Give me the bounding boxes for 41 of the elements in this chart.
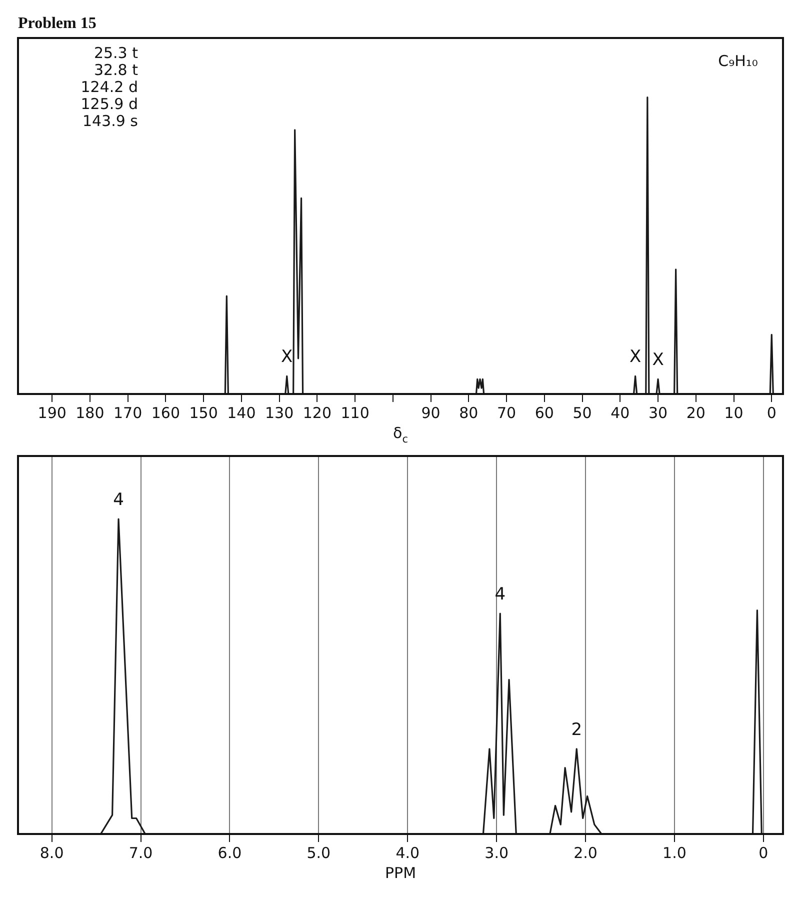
x-tick-label: 190 — [38, 404, 66, 422]
x-tick-label: 0 — [766, 404, 776, 422]
x-tick-label: 6.0 — [218, 844, 242, 862]
x-tick-label: 130 — [264, 404, 294, 422]
x-tick-label: 50 — [572, 404, 592, 422]
x-tick-label: 2.0 — [574, 844, 598, 862]
x-tick-label: 160 — [151, 404, 180, 422]
text: 25.3 t — [94, 44, 138, 62]
chart-subtitle: C₉H₁₀ — [718, 52, 758, 70]
x-tick-label: 0 — [758, 844, 768, 862]
text: 32.8 t — [94, 61, 138, 79]
annotation: 125.9 d — [80, 95, 138, 113]
x-tick-label: 140 — [227, 404, 256, 422]
x-axis-title: PPM — [384, 864, 416, 882]
x-tick-label: 5.0 — [306, 844, 331, 862]
x-tick-label: 170 — [114, 404, 142, 422]
x-tick-label: 80 — [459, 404, 478, 422]
x-tick-label: 70 — [496, 404, 516, 422]
annotation: 2 — [571, 720, 582, 740]
x-tick-label: 1.0 — [662, 844, 686, 862]
x-tick-label: 60 — [534, 404, 554, 422]
x-tick-label: 10 — [724, 404, 744, 422]
annotation: 143.9 s — [82, 112, 138, 130]
x-tick-label: 30 — [648, 404, 668, 422]
x-tick-label: 40 — [610, 404, 630, 422]
x-tick-label: 3.0 — [484, 844, 508, 862]
x-tick-label: 150 — [189, 404, 218, 422]
x-tick-label: 7.0 — [128, 844, 153, 862]
x-tick-label: 180 — [76, 404, 104, 422]
x-tick-label: 120 — [302, 404, 332, 422]
chart-title: Problem 15 — [18, 15, 96, 32]
x-tick-label: 8.0 — [40, 844, 64, 862]
x-tick-label: 4.0 — [396, 844, 420, 862]
x-tick-label: 90 — [421, 404, 440, 422]
annotation: X — [629, 347, 642, 368]
x-tick-label: 20 — [686, 404, 706, 422]
x-tick-label: 110 — [340, 404, 370, 422]
text: 124.2 d — [80, 78, 138, 96]
annotation: 4 — [113, 490, 124, 510]
annotation: X — [281, 347, 294, 368]
annotation: X — [652, 350, 664, 370]
